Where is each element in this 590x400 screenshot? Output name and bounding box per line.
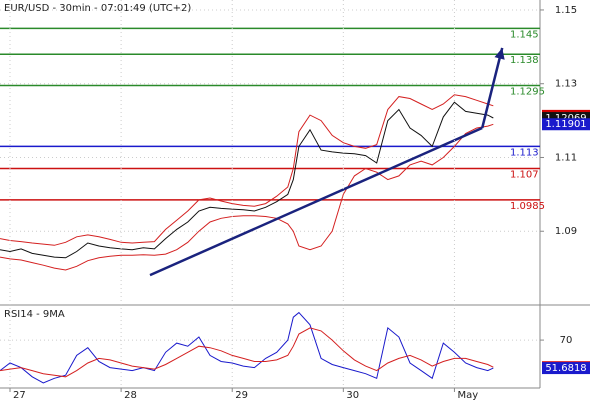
level-label: 1.138 [510, 55, 539, 66]
x-tick-label: 29 [235, 390, 248, 400]
level-label: 1.107 [510, 170, 539, 181]
series-line [0, 101, 494, 259]
arrow-head [494, 47, 505, 60]
x-tick-label: May [457, 390, 478, 400]
price-tag [542, 118, 590, 131]
series-line [0, 94, 494, 246]
level-label: 1.113 [510, 147, 539, 158]
price-tag-label: 1.11901 [545, 119, 586, 130]
x-tick-label: 30 [346, 390, 359, 400]
x-tick-label: 27 [13, 390, 26, 400]
series-line [0, 311, 494, 384]
level-label: 1.145 [510, 29, 539, 40]
series-line [0, 327, 494, 378]
arrow [481, 47, 504, 129]
series-line [0, 123, 494, 271]
y-tick-label: 1.15 [555, 5, 577, 16]
level-label: 1.1295 [510, 87, 545, 98]
y-tick-label: 70 [560, 335, 573, 346]
x-tick-label: 28 [124, 390, 137, 400]
price-tag-label: 51.6818 [545, 363, 586, 374]
chart-title: EUR/USD - 30min - 07:01:49 (UTC+2) [4, 3, 191, 14]
pane-title: RSI14 - 9MA [4, 309, 65, 320]
y-tick-label: 1.13 [555, 79, 577, 90]
y-tick-label: 1.11 [555, 152, 577, 163]
price-tag [542, 362, 590, 375]
trendline [149, 126, 483, 277]
level-label: 1.0985 [510, 201, 545, 212]
y-tick-label: 1.09 [555, 226, 577, 237]
